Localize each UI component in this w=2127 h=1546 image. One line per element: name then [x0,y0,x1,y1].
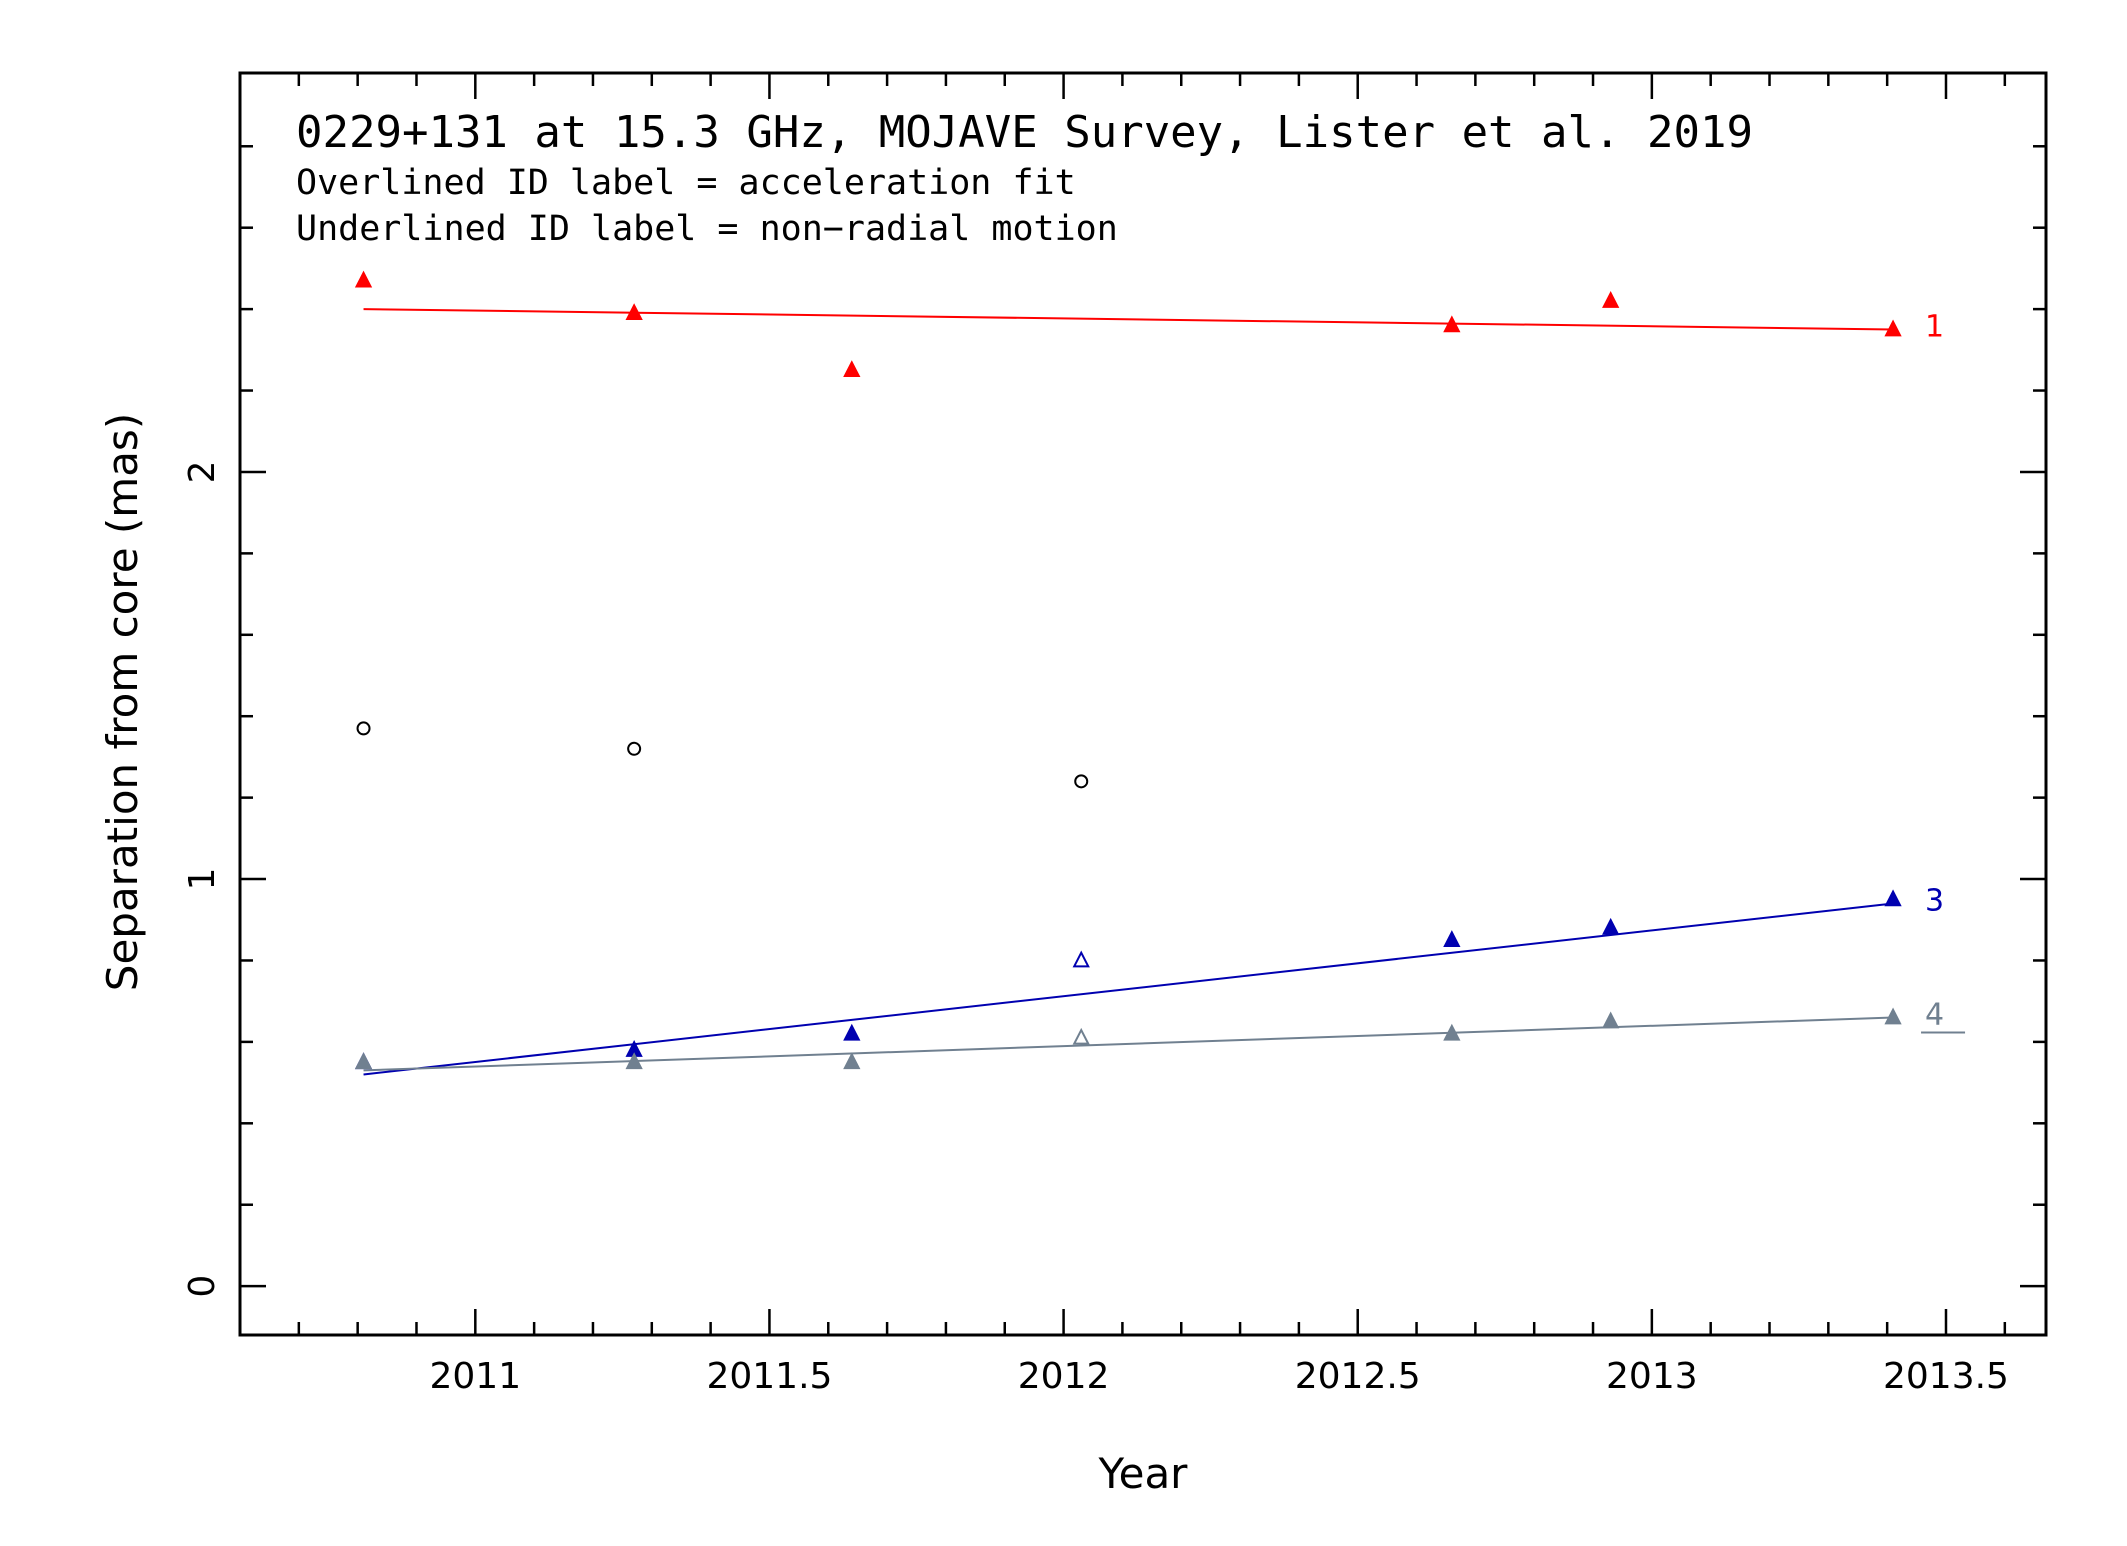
x-tick-labels: 2011 2011.5 2012 2012.5 2013 2013.5 [429,1356,2008,1397]
data-point-4 [1072,1027,1090,1045]
note-overline: Overlined ID label = acceleration fit [296,163,1076,203]
plot-frame [238,71,2048,1337]
data-point [356,721,371,736]
data-point-3 [1884,889,1902,907]
y-tick-label: 2 [182,461,223,484]
x-tick-label: 2013.5 [1883,1356,2009,1397]
series-label-4: 4 [1925,997,1944,1032]
data-point-1 [354,270,373,288]
series-label-1: 1 [1925,309,1944,344]
y-axis-label: Separation from core (mas) [98,413,147,991]
chart-title: 0229+131 at 15.3 GHz, MOJAVE Survey, Lis… [296,107,1753,158]
data-points [354,270,1902,1070]
data-point-4 [354,1052,373,1070]
data-point-1 [625,303,643,321]
fit-line-3 [363,902,1894,1076]
series-label-3: 3 [1925,883,1944,918]
x-tick-label: 2011.5 [706,1356,832,1397]
note-underline: Underlined ID label = non−radial motion [296,209,1118,249]
series-labels: 1 3 4 [1921,309,1966,1034]
axis-ticks [240,73,2046,1335]
data-point-1 [1602,290,1620,308]
data-point-3 [1443,930,1461,947]
data-point-4 [1602,1011,1620,1029]
y-tick-label: 0 [182,1275,223,1298]
fit-line-1 [363,308,1894,331]
data-point [627,741,642,756]
data-point-1 [1884,319,1902,337]
data-point-3 [843,1023,861,1041]
fit-line-4 [363,1016,1894,1072]
data-point-4 [1884,1007,1902,1025]
y-tick-label: 1 [182,868,223,891]
x-axis-label: Year [1098,1449,1189,1498]
data-point-3 [1602,917,1620,935]
x-tick-label: 2012.5 [1295,1356,1421,1397]
x-tick-label: 2011 [429,1356,521,1397]
x-tick-label: 2012 [1018,1356,1110,1397]
x-tick-label: 2013 [1606,1356,1698,1397]
y-tick-labels: 0 1 2 [182,461,223,1298]
data-point-4 [1443,1023,1461,1041]
fit-lines [363,308,1894,1076]
data-point-4 [625,1052,643,1070]
data-point-3 [1072,950,1090,968]
data-point-1 [1443,315,1461,333]
data-point-1 [843,360,861,378]
data-point-4 [843,1052,861,1070]
data-point [1074,774,1089,789]
